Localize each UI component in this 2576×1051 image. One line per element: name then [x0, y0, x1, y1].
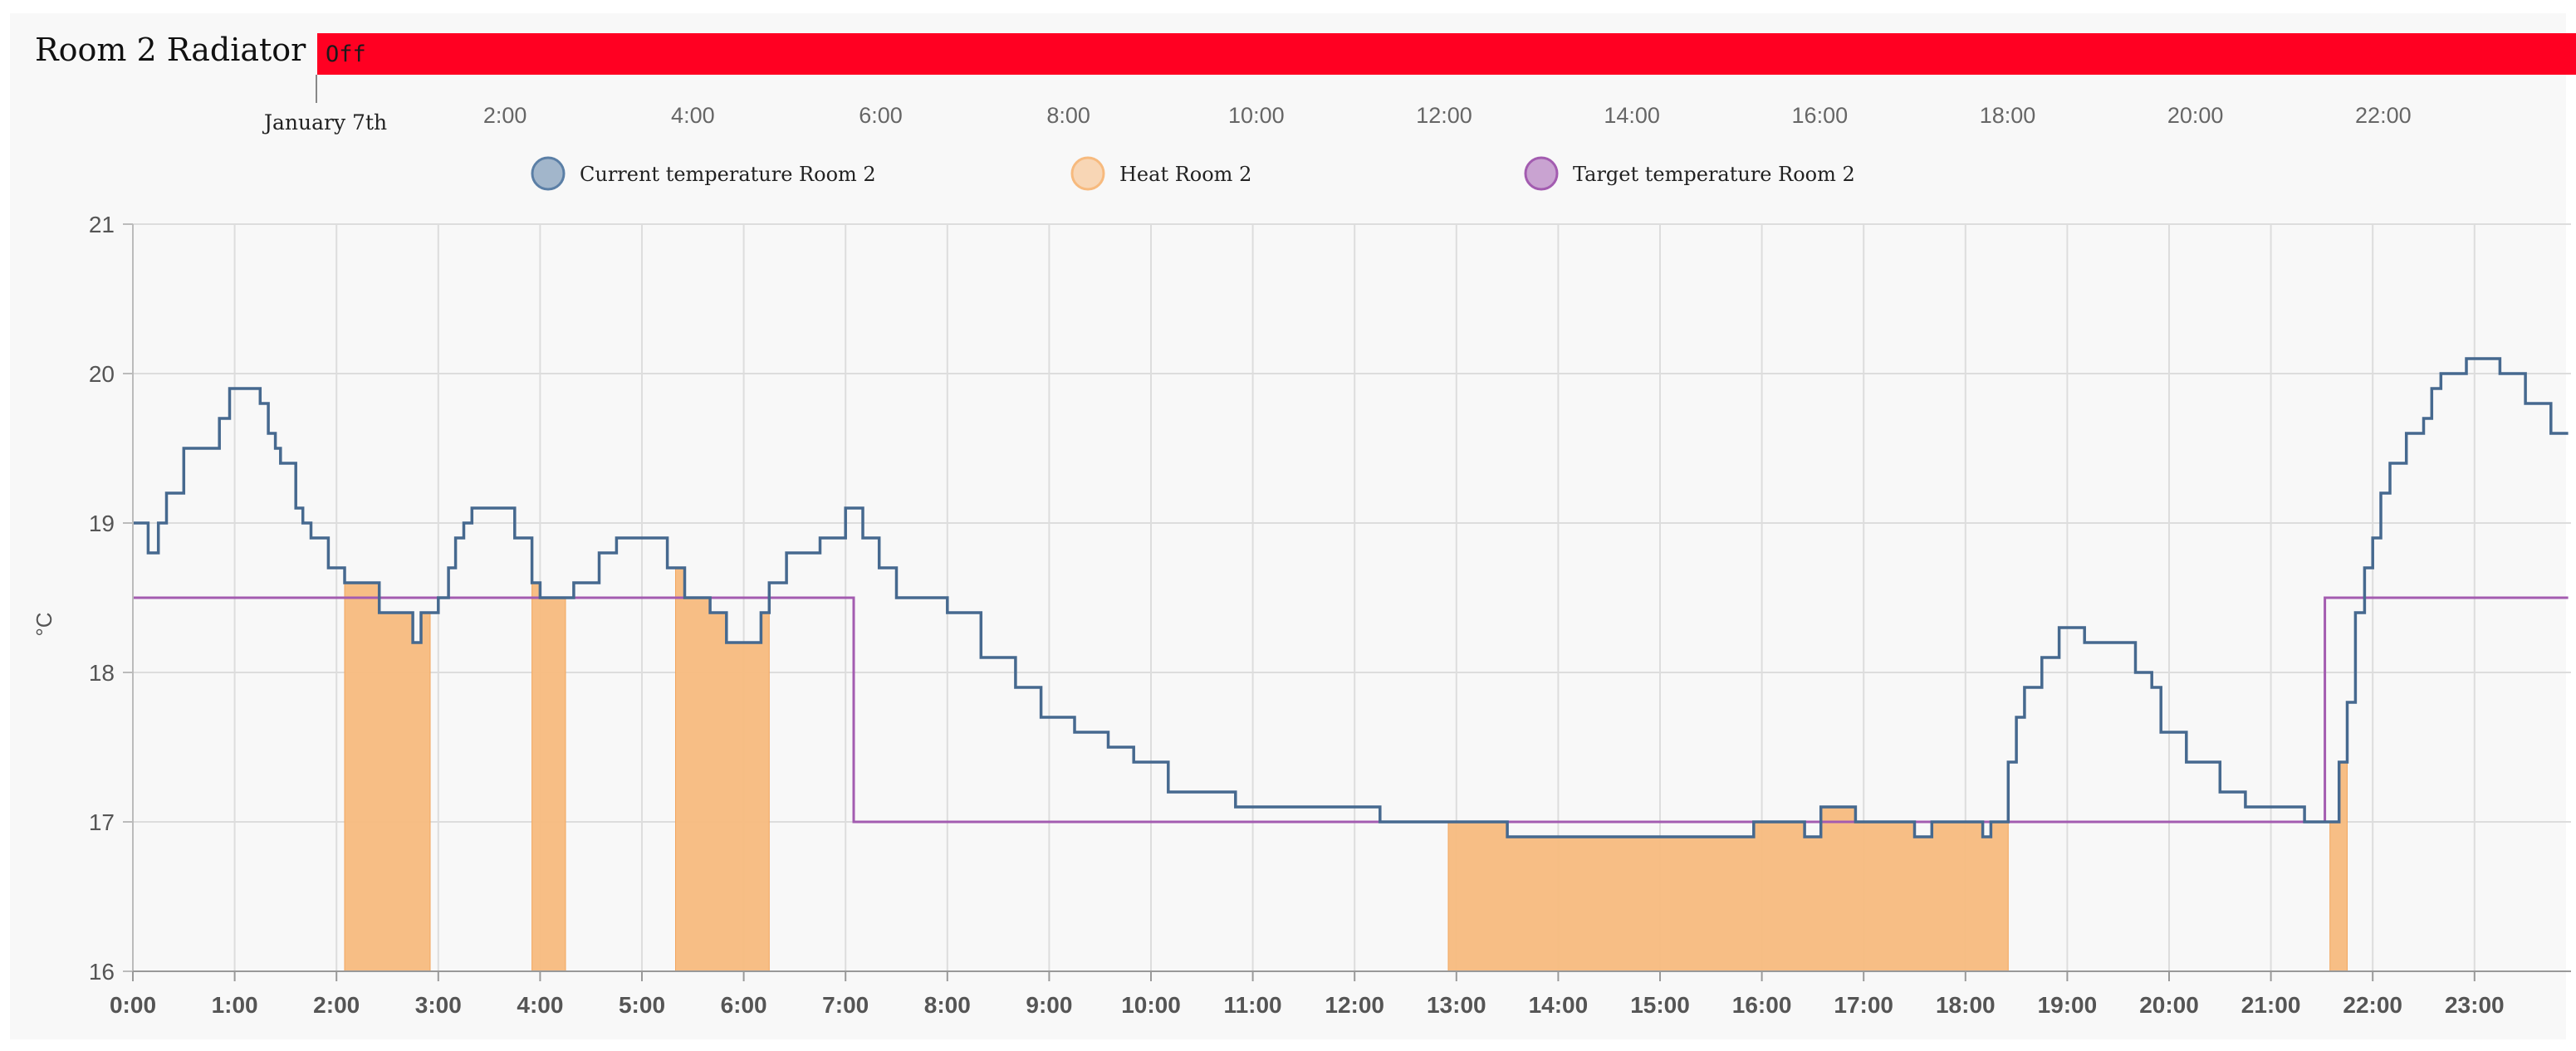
y-axis-label: °C	[32, 612, 56, 636]
timeline-tick-label: 16:00	[1792, 103, 1849, 128]
x-tick-label: 22:00	[2343, 992, 2402, 1018]
y-tick-label: 18	[89, 660, 115, 686]
legend-label: Current temperature Room 2	[580, 163, 876, 186]
x-tick-label: 1:00	[212, 992, 258, 1018]
x-tick-label: 2:00	[313, 992, 360, 1018]
x-tick-label: 3:00	[415, 992, 462, 1018]
timeline-axis: January 7th 2:00 4:00 6:00 8:00 10:00 12:00 14:…	[262, 103, 2412, 134]
x-tick-label: 9:00	[1026, 992, 1072, 1018]
y-tick-label: 17	[89, 809, 115, 835]
x-tick-label: 19:00	[2038, 992, 2098, 1018]
timeline-state-bar[interactable]: Off	[317, 33, 2576, 75]
x-tick-label: 20:00	[2139, 992, 2199, 1018]
timeline-start-tick	[316, 75, 317, 103]
x-tick-label: 15:00	[1630, 992, 1690, 1018]
target-temperature-line	[133, 596, 2569, 824]
timeline-tick-label: 12:00	[1416, 103, 1472, 128]
x-tick-label: 11:00	[1224, 992, 1282, 1018]
heat-interval	[1447, 806, 2009, 972]
x-tick-label: 10:00	[1121, 992, 1181, 1018]
heat-interval	[531, 582, 566, 972]
timeline-tick-label: 10:00	[1228, 103, 1285, 128]
x-tick-label: 5:00	[619, 992, 665, 1018]
x-tick-label: 0:00	[110, 992, 156, 1018]
heat-series	[344, 567, 2348, 972]
legend-swatch	[1070, 156, 1105, 191]
y-tick-label: 16	[89, 959, 115, 985]
y-tick-label: 19	[89, 511, 115, 536]
chart-axes: 16 17 18 19 20 21 0:00 1:00 2:00 3:00 4:00 5:00 6:00…	[32, 212, 2571, 1018]
x-tick-label: 12:00	[1325, 992, 1384, 1018]
x-tick-label: 7:00	[822, 992, 869, 1018]
x-tick-label: 14:00	[1529, 992, 1589, 1018]
x-tick-label: 8:00	[924, 992, 971, 1018]
timeline-tick-label: 18:00	[1980, 103, 2036, 128]
timeline-tick-label: 6:00	[859, 103, 903, 128]
heat-interval	[344, 582, 431, 972]
chart-legend: Current temperature Room 2 Heat Room 2 Tar…	[531, 156, 1855, 191]
legend-swatch	[531, 156, 566, 191]
target-series	[133, 596, 2569, 824]
y-tick-label: 20	[89, 361, 115, 387]
timeline-tick-label: 22:00	[2355, 103, 2412, 128]
timeline-tick-label: 14:00	[1604, 103, 1660, 128]
timeline-state-label: Off	[326, 42, 366, 67]
x-tick-label: 21:00	[2241, 992, 2301, 1018]
heat-interval	[675, 567, 770, 972]
timeline-tick-label: 4:00	[671, 103, 715, 128]
timeline-date-label: January 7th	[262, 110, 387, 134]
x-tick-label: 23:00	[2445, 992, 2505, 1018]
timeline-tick-label: 8:00	[1046, 103, 1090, 128]
x-tick-label: 16:00	[1732, 992, 1792, 1018]
timeline-title: Room 2 Radiator	[35, 32, 306, 68]
legend-swatch	[1524, 156, 1559, 191]
legend-label: Heat Room 2	[1119, 163, 1251, 186]
panel-background	[10, 13, 2566, 1039]
x-tick-label: 18:00	[1936, 992, 1996, 1018]
y-tick-label: 21	[89, 212, 115, 237]
legend-label: Target temperature Room 2	[1573, 163, 1855, 186]
timeline-tick-label: 20:00	[2167, 103, 2224, 128]
x-tick-label: 4:00	[517, 992, 563, 1018]
current-series	[133, 357, 2569, 838]
x-tick-label: 13:00	[1427, 992, 1486, 1018]
current-temperature-line	[133, 357, 2569, 838]
x-tick-label: 17:00	[1834, 992, 1893, 1018]
timeline-tick-label: 2:00	[483, 103, 527, 128]
x-tick-label: 6:00	[721, 992, 767, 1018]
